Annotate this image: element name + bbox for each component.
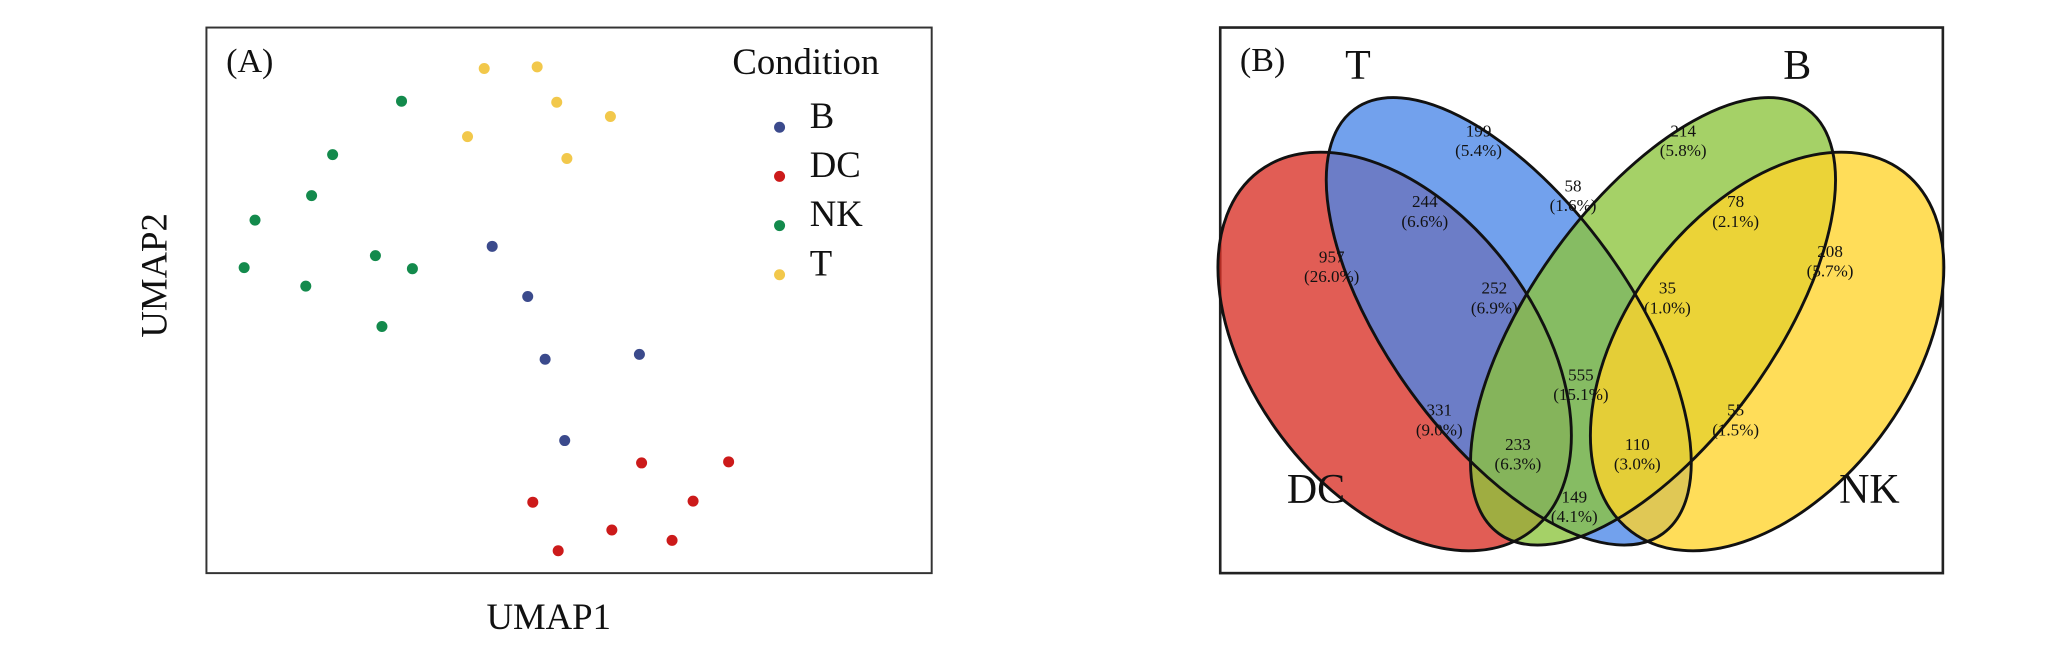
region-percent: (2.1%) bbox=[1712, 212, 1759, 231]
point bbox=[522, 291, 534, 303]
point bbox=[249, 214, 261, 226]
point bbox=[551, 96, 563, 108]
y-axis-label: UMAP2 bbox=[133, 213, 174, 337]
set-outline bbox=[1469, 96, 1837, 547]
region-percent: (5.8%) bbox=[1660, 141, 1707, 160]
legend-marker bbox=[774, 220, 786, 232]
region-percent: (1.0%) bbox=[1644, 298, 1691, 317]
region-percent: (5.7%) bbox=[1807, 262, 1854, 281]
point bbox=[606, 524, 618, 536]
point bbox=[306, 190, 318, 202]
set-ellipse bbox=[1590, 152, 1944, 551]
set-label: T bbox=[1345, 43, 1371, 89]
legend-title: Condition bbox=[732, 41, 879, 82]
point bbox=[636, 457, 648, 469]
region-percent: (1.5%) bbox=[1712, 420, 1759, 439]
region-percent: (6.3%) bbox=[1495, 454, 1542, 473]
point bbox=[376, 321, 388, 333]
region-count: 55 bbox=[1727, 401, 1744, 420]
region-percent: (1.6%) bbox=[1550, 196, 1597, 215]
region-count: 233 bbox=[1505, 435, 1531, 454]
region-count: 199 bbox=[1466, 121, 1492, 140]
point bbox=[406, 263, 418, 275]
region-count: 110 bbox=[1625, 435, 1650, 454]
region-count: 78 bbox=[1727, 192, 1744, 211]
region-percent: (5.4%) bbox=[1455, 141, 1502, 160]
point bbox=[531, 61, 543, 73]
panel-label: (A) bbox=[226, 43, 273, 80]
set-label: B bbox=[1783, 43, 1811, 89]
x-axis-label: UMAP1 bbox=[486, 596, 610, 637]
point bbox=[486, 240, 498, 252]
region-count: 208 bbox=[1817, 242, 1843, 261]
region-percent: (6.6%) bbox=[1401, 212, 1448, 231]
region-percent: (4.1%) bbox=[1551, 507, 1598, 526]
region-count: 331 bbox=[1426, 401, 1452, 420]
set-label: NK bbox=[1839, 467, 1900, 513]
legend-label: DC bbox=[810, 144, 861, 185]
point bbox=[633, 348, 645, 360]
set-outline bbox=[1588, 150, 1946, 553]
legend-marker bbox=[774, 170, 786, 182]
region-count: 214 bbox=[1670, 121, 1696, 140]
point bbox=[559, 435, 571, 447]
point bbox=[666, 534, 678, 546]
panel-label: (B) bbox=[1240, 42, 1285, 79]
point bbox=[723, 456, 735, 468]
region-count: 58 bbox=[1565, 176, 1582, 195]
point bbox=[687, 495, 699, 507]
region-count: 244 bbox=[1412, 192, 1438, 211]
legend-label: B bbox=[810, 95, 835, 136]
region-percent: (6.9%) bbox=[1471, 298, 1518, 317]
point bbox=[539, 353, 551, 365]
point bbox=[604, 110, 616, 122]
legend-label: NK bbox=[810, 193, 864, 234]
region-count: 252 bbox=[1482, 279, 1508, 298]
region-count: 149 bbox=[1562, 487, 1588, 506]
region-count: 35 bbox=[1659, 279, 1676, 298]
region-percent: (3.0%) bbox=[1614, 454, 1661, 473]
point bbox=[369, 250, 381, 262]
point bbox=[462, 131, 474, 143]
point bbox=[478, 62, 490, 74]
legend-label: T bbox=[810, 242, 832, 283]
plot-frame bbox=[205, 26, 933, 575]
legend-marker bbox=[774, 269, 786, 281]
point bbox=[527, 496, 539, 508]
set-outline bbox=[1324, 96, 1693, 547]
region-count: 957 bbox=[1319, 247, 1345, 266]
point bbox=[238, 262, 250, 274]
set-outline bbox=[1216, 150, 1573, 553]
point bbox=[300, 280, 312, 292]
point bbox=[396, 95, 408, 107]
set-label: DC bbox=[1287, 467, 1345, 513]
region-percent: (9.0%) bbox=[1416, 420, 1463, 439]
region-count: 555 bbox=[1568, 365, 1594, 384]
point bbox=[561, 152, 573, 164]
point bbox=[552, 545, 564, 557]
legend-marker bbox=[774, 121, 786, 133]
region-percent: (26.0%) bbox=[1304, 267, 1359, 286]
region-percent: (15.1%) bbox=[1553, 385, 1608, 404]
point bbox=[327, 149, 339, 161]
